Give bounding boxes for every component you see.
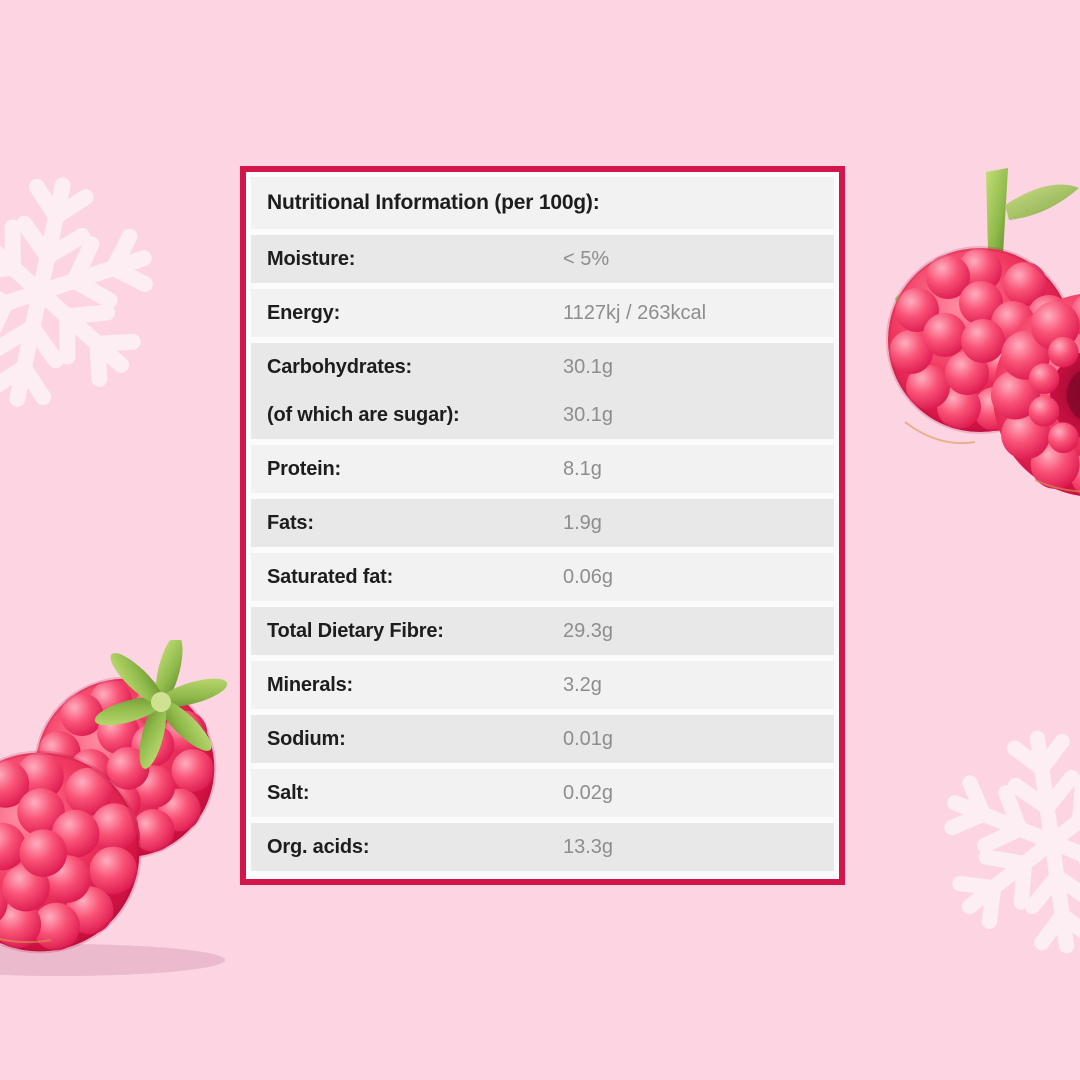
table-row: Saturated fat: 0.06g	[251, 553, 834, 601]
row-value: 0.01g	[563, 727, 614, 750]
table-row-line: Salt: 0.02g	[251, 769, 834, 817]
row-value: 1127kj / 263kcal	[563, 301, 707, 324]
row-label: Sodium:	[267, 727, 346, 750]
table-row-line: Energy: 1127kj / 263kcal	[251, 289, 834, 337]
table-row-line: Moisture: < 5%	[251, 235, 834, 283]
row-label: Energy:	[267, 301, 341, 324]
row-label: Total Dietary Fibre:	[267, 619, 444, 642]
table-title: Nutritional Information (per 100g):	[267, 191, 600, 214]
table-row: Moisture: < 5%	[251, 235, 834, 283]
row-value: < 5%	[563, 247, 610, 270]
table-row: Sodium: 0.01g	[251, 715, 834, 763]
table-row: Fats: 1.9g	[251, 499, 834, 547]
row-label: Saturated fat:	[267, 565, 394, 588]
raspberry-image	[886, 168, 1080, 500]
row-label: (of which are sugar):	[267, 403, 460, 426]
table-title-row: Nutritional Information (per 100g):	[251, 177, 834, 229]
table-row: Energy: 1127kj / 263kcal	[251, 289, 834, 337]
row-value: 29.3g	[563, 619, 614, 642]
table-row-line: Carbohydrates: 30.1g	[251, 343, 834, 391]
table-row-line: (of which are sugar): 30.1g	[251, 391, 834, 439]
table-row-line: Sodium: 0.01g	[251, 715, 834, 763]
row-label: Org. acids:	[267, 835, 370, 858]
row-value: 1.9g	[563, 511, 602, 534]
table-row-line: Saturated fat: 0.06g	[251, 553, 834, 601]
table-row: Minerals: 3.2g	[251, 661, 834, 709]
table-row: Salt: 0.02g	[251, 769, 834, 817]
nutrition-table: Nutritional Information (per 100g): Mois…	[240, 166, 845, 885]
row-value: 8.1g	[563, 457, 602, 480]
raspberry-image	[0, 640, 241, 976]
row-value: 13.3g	[563, 835, 614, 858]
row-label: Protein:	[267, 457, 341, 480]
row-value: 3.2g	[563, 673, 602, 696]
table-row-line: Total Dietary Fibre: 29.3g	[251, 607, 834, 655]
snowflake-icon	[0, 167, 165, 417]
table-row: Total Dietary Fibre: 29.3g	[251, 607, 834, 655]
row-value: 30.1g	[563, 403, 614, 426]
row-value: 0.02g	[563, 781, 614, 804]
row-value: 30.1g	[563, 355, 614, 378]
nutrition-rows: Moisture: < 5% Energy: 1127kj / 263kcal Carb…	[251, 235, 834, 871]
table-row: Protein: 8.1g	[251, 445, 834, 493]
table-row-line: Minerals: 3.2g	[251, 661, 834, 709]
row-label: Fats:	[267, 511, 314, 534]
row-label: Salt:	[267, 781, 310, 804]
row-label: Minerals:	[267, 673, 354, 696]
row-label: Carbohydrates:	[267, 355, 413, 378]
table-row-line: Protein: 8.1g	[251, 445, 834, 493]
table-row: Org. acids: 13.3g	[251, 823, 834, 871]
snowflake-icon	[932, 722, 1080, 962]
table-row: Carbohydrates: 30.1g (of which are sugar):…	[251, 343, 834, 439]
table-row-line: Fats: 1.9g	[251, 499, 834, 547]
row-label: Moisture:	[267, 247, 356, 270]
row-value: 0.06g	[563, 565, 614, 588]
table-row-line: Org. acids: 13.3g	[251, 823, 834, 871]
